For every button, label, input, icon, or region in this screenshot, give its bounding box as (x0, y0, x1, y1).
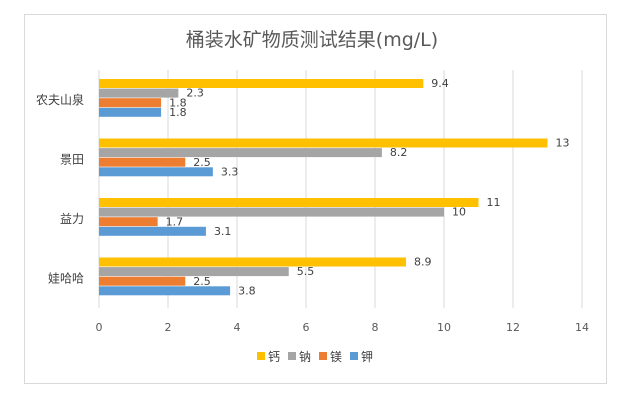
x-tick-label: 12 (506, 321, 520, 334)
category-label: 景田 (60, 152, 84, 166)
data-label: 2.5 (193, 156, 211, 169)
data-labels: 9.42.31.81.8138.22.53.311101.73.18.95.52… (166, 77, 570, 297)
x-tick-label: 8 (372, 321, 379, 334)
x-tick-labels: 0 2 4 6 8 10 12 14 (96, 321, 590, 334)
legend-label: 钾 (361, 350, 373, 364)
legend-swatch (319, 352, 327, 360)
legend: 钙钠镁钾 (257, 349, 373, 364)
legend-label: 钙 (268, 350, 280, 364)
legend-swatch (288, 352, 296, 360)
data-label: 5.5 (297, 265, 315, 278)
data-label: 3.3 (221, 165, 239, 178)
bar-镁-农夫山泉 (99, 98, 162, 108)
x-tick-label: 2 (165, 321, 172, 334)
bar-钙-农夫山泉 (99, 79, 424, 88)
bar-镁-益力 (99, 217, 158, 227)
bar-钙-景田 (99, 138, 548, 148)
bar-钾-娃哈哈 (99, 286, 231, 296)
data-label: 1.8 (169, 106, 187, 119)
data-label: 3.8 (238, 284, 256, 297)
data-label: 11 (487, 196, 501, 209)
data-label: 13 (556, 137, 570, 150)
legend-swatch (350, 352, 358, 360)
bar-镁-景田 (99, 157, 186, 167)
bar-钙-益力 (99, 198, 479, 207)
x-tick-label: 10 (437, 321, 451, 334)
legend-label: 钠 (299, 349, 311, 364)
bar-钙-娃哈哈 (99, 257, 407, 267)
data-label: 1.7 (166, 215, 184, 228)
bar-镁-娃哈哈 (99, 276, 186, 286)
category-label: 益力 (60, 212, 84, 226)
data-label: 2.3 (186, 87, 204, 100)
legend-label: 镁 (330, 350, 342, 364)
bar-钾-益力 (99, 226, 206, 236)
data-label: 8.2 (390, 146, 408, 159)
data-label: 8.9 (414, 256, 432, 269)
bar-钾-农夫山泉 (99, 107, 162, 117)
x-tick-label: 4 (234, 321, 241, 334)
bars (99, 79, 548, 296)
chart-title: 桶装水矿物质测试结果(mg/L) (186, 29, 438, 51)
bar-钾-景田 (99, 167, 213, 177)
bar-钠-农夫山泉 (99, 88, 179, 98)
category-label: 农夫山泉 (36, 93, 84, 107)
category-label: 娃哈哈 (48, 271, 84, 285)
data-label: 1.8 (169, 96, 187, 109)
bar-钠-娃哈哈 (99, 267, 289, 277)
bar-钠-景田 (99, 148, 382, 158)
x-tick-label: 0 (96, 321, 103, 334)
data-label: 2.5 (193, 275, 211, 288)
data-label: 9.4 (431, 77, 449, 90)
data-label: 10 (452, 206, 466, 219)
bar-钠-益力 (99, 207, 444, 217)
x-tick-label: 14 (575, 321, 589, 334)
legend-swatch (257, 352, 265, 360)
x-tick-label: 6 (303, 321, 310, 334)
data-label: 3.1 (214, 225, 232, 238)
